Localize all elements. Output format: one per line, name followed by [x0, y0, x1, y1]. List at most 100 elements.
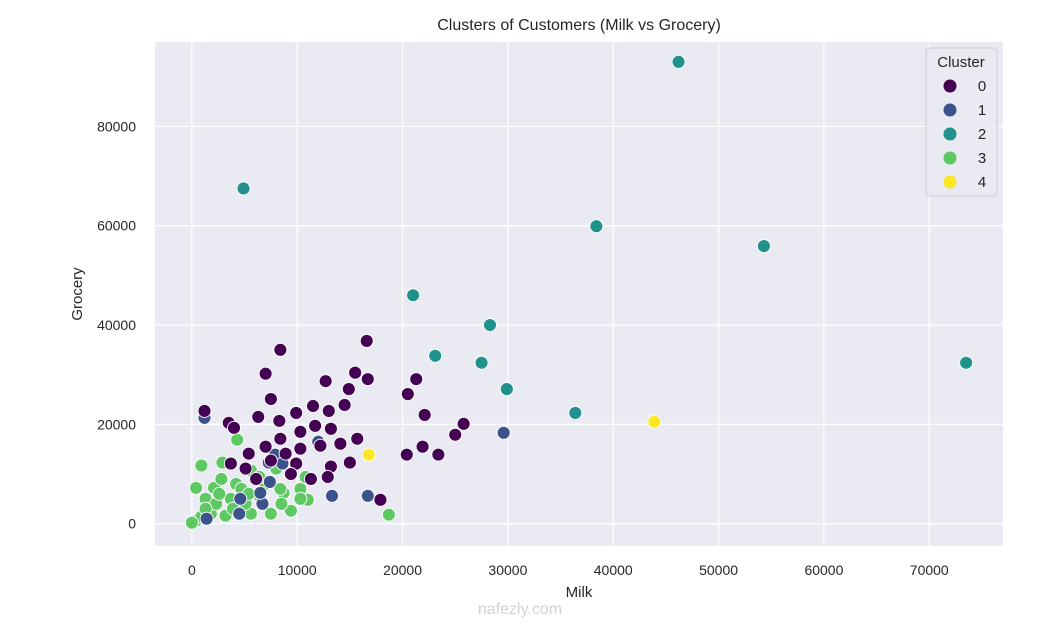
legend-label: 0: [978, 78, 986, 95]
point-cluster-0: [342, 455, 357, 470]
point-cluster-0: [308, 418, 323, 433]
point-cluster-0: [249, 472, 264, 486]
point-cluster-2: [236, 181, 251, 196]
x-tick-label: 60000: [804, 562, 843, 578]
point-cluster-2: [474, 355, 489, 370]
point-cluster-0: [273, 342, 288, 357]
x-tick-label: 70000: [910, 562, 949, 578]
point-cluster-2: [483, 318, 497, 332]
point-cluster-0: [306, 399, 320, 413]
point-cluster-0: [320, 470, 335, 484]
x-tick-label: 50000: [699, 562, 738, 578]
legend-marker-4: [943, 175, 957, 189]
point-cluster-0: [258, 439, 273, 454]
x-tick-label: 20000: [383, 562, 422, 578]
legend-label: 4: [978, 174, 986, 191]
point-cluster-3: [273, 481, 288, 496]
point-cluster-2: [589, 219, 604, 234]
point-cluster-0: [293, 424, 308, 439]
point-cluster-3: [212, 486, 227, 501]
legend-marker-0: [943, 79, 957, 93]
point-cluster-2: [406, 288, 421, 303]
point-cluster-0: [318, 374, 333, 389]
y-tick-label: 0: [128, 516, 136, 532]
point-cluster-2: [499, 382, 514, 397]
point-cluster-0: [409, 372, 424, 387]
point-cluster-1: [325, 488, 339, 503]
y-axis-label: Grocery: [69, 267, 86, 321]
y-tick-label: 60000: [97, 218, 136, 234]
point-cluster-0: [341, 382, 356, 397]
point-cluster-1: [233, 491, 248, 506]
watermark: nafezly.com: [478, 601, 562, 618]
point-cluster-1: [253, 485, 268, 500]
x-axis-label: Milk: [566, 584, 593, 601]
legend-label: 3: [978, 150, 986, 167]
point-cluster-0: [359, 333, 374, 348]
point-cluster-0: [251, 409, 266, 424]
point-cluster-0: [258, 366, 273, 381]
x-tick-label: 0: [188, 562, 196, 578]
point-cluster-0: [431, 447, 446, 462]
point-cluster-0: [415, 439, 430, 454]
point-cluster-0: [289, 405, 304, 420]
point-cluster-0: [337, 398, 352, 412]
x-tick-label: 30000: [488, 562, 527, 578]
point-cluster-0: [417, 407, 432, 422]
point-cluster-2: [959, 355, 974, 370]
point-cluster-0: [303, 472, 318, 486]
legend-marker-1: [943, 103, 957, 117]
point-cluster-3: [230, 432, 245, 447]
point-cluster-3: [184, 515, 199, 530]
legend-label: 2: [978, 126, 986, 143]
point-cluster-0: [348, 365, 363, 380]
y-tick-labels: 0 20000 40000 60000 80000: [97, 118, 136, 531]
point-cluster-0: [360, 372, 375, 387]
point-cluster-3: [263, 506, 278, 521]
point-cluster-1: [199, 511, 214, 526]
point-cluster-0: [350, 431, 365, 446]
point-cluster-3: [189, 480, 204, 495]
point-cluster-0: [263, 392, 278, 406]
legend: Cluster 0 1 2 3 4: [925, 47, 998, 197]
point-cluster-3: [274, 496, 289, 511]
point-cluster-0: [238, 461, 253, 476]
legend-marker-2: [943, 127, 957, 141]
point-cluster-0: [323, 421, 338, 436]
point-cluster-0: [241, 446, 256, 461]
point-cluster-0: [273, 431, 288, 446]
point-cluster-4: [361, 447, 376, 462]
point-cluster-3: [381, 507, 396, 522]
point-cluster-3: [214, 472, 229, 486]
point-cluster-3: [194, 458, 209, 473]
point-cluster-0: [400, 387, 415, 402]
point-cluster-0: [272, 413, 287, 428]
y-tick-label: 40000: [97, 317, 136, 333]
legend-title: Cluster: [937, 54, 985, 71]
point-cluster-0: [333, 436, 348, 451]
point-cluster-0: [448, 427, 463, 442]
point-cluster-3: [293, 491, 308, 506]
point-cluster-1: [262, 474, 277, 489]
point-cluster-0: [263, 453, 278, 468]
point-cluster-1: [496, 425, 511, 440]
point-cluster-1: [360, 488, 375, 503]
legend-label: 1: [978, 102, 986, 119]
legend-marker-3: [943, 151, 957, 165]
point-cluster-0: [399, 447, 414, 462]
point-cluster-2: [428, 348, 443, 363]
point-cluster-0: [223, 456, 238, 471]
x-tick-label: 40000: [594, 562, 633, 578]
point-cluster-0: [283, 467, 298, 481]
point-cluster-0: [197, 403, 212, 418]
point-cluster-2: [671, 54, 686, 69]
point-cluster-0: [321, 403, 336, 418]
point-cluster-0: [227, 420, 241, 435]
point-cluster-0: [373, 492, 388, 507]
x-tick-label: 10000: [278, 562, 317, 578]
point-cluster-0: [293, 441, 308, 456]
point-cluster-3: [283, 503, 298, 518]
chart-title: Clusters of Customers (Milk vs Grocery): [437, 17, 721, 34]
point-cluster-2: [756, 239, 771, 254]
